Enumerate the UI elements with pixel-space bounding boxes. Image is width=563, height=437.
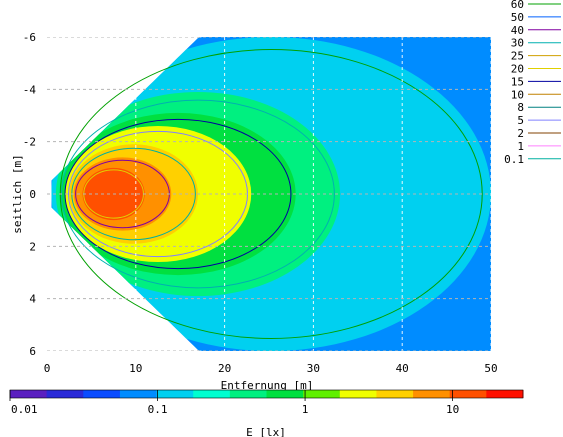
legend-label: 30 — [511, 37, 524, 50]
colorbar-segment — [46, 390, 84, 398]
legend-label: 10 — [511, 88, 524, 101]
x-tick-label: 30 — [307, 362, 320, 375]
legend-label: 60 — [511, 0, 524, 11]
colorbar-label: E [lx] — [246, 426, 286, 437]
colorbar-segment — [339, 390, 377, 398]
x-tick-label: 10 — [129, 362, 142, 375]
x-axis-label: Entfernung [m] — [221, 379, 314, 392]
plot-area — [47, 37, 491, 351]
colorbar-segment — [376, 390, 414, 398]
colorbar-segment — [266, 390, 304, 398]
y-tick-label: 0 — [29, 188, 36, 201]
colorbar-segment — [449, 390, 487, 398]
colorbar — [9, 389, 524, 399]
legend-label: 40 — [511, 24, 524, 37]
colorbar-segment — [10, 390, 48, 398]
y-tick-label: -6 — [23, 31, 36, 44]
legend-label: 50 — [511, 11, 524, 24]
colorbar-segment — [83, 390, 121, 398]
colorbar-ticks: 0.01 0.1 1 10 — [9, 390, 459, 416]
colorbar-segment — [193, 390, 231, 398]
colorbar-segment — [156, 390, 194, 398]
colorbar-segment — [413, 390, 451, 398]
x-tick-label: 50 — [484, 362, 497, 375]
legend-label: 0.1 — [504, 153, 524, 166]
x-tick-label: 0 — [44, 362, 51, 375]
legend-label: 15 — [511, 75, 524, 88]
x-tick-label: 20 — [218, 362, 231, 375]
x-axis-ticks: 0 10 20 30 40 50 — [44, 362, 498, 375]
colorbar-segment — [303, 390, 341, 398]
y-tick-label: 4 — [29, 293, 36, 306]
legend-label: 25 — [511, 50, 524, 63]
legend-label: 1 — [517, 140, 524, 153]
legend-label: 8 — [517, 101, 524, 114]
colorbar-tick-label: 0.01 — [11, 403, 38, 416]
y-tick-label: -4 — [23, 83, 37, 96]
legend-label: 5 — [517, 114, 524, 127]
y-tick-label: 6 — [29, 345, 36, 358]
legend-label: 20 — [511, 63, 524, 76]
grid-lines — [47, 37, 491, 351]
colorbar-tick-label: 1 — [302, 403, 309, 416]
legend-label: 2 — [517, 127, 524, 140]
colorbar-segment — [119, 390, 158, 398]
colorbar-tick-label: 10 — [446, 403, 459, 416]
y-axis-ticks: -6 -4 -2 0 2 4 6 — [23, 31, 37, 358]
colorbar-tick-label: 0.1 — [148, 403, 168, 416]
y-tick-label: -2 — [23, 136, 36, 149]
colorbar-segment — [229, 390, 267, 398]
y-axis-label: seitlich [m] — [11, 154, 24, 233]
colorbar-segment — [486, 390, 524, 398]
y-tick-label: 2 — [29, 240, 36, 253]
x-tick-label: 40 — [396, 362, 409, 375]
